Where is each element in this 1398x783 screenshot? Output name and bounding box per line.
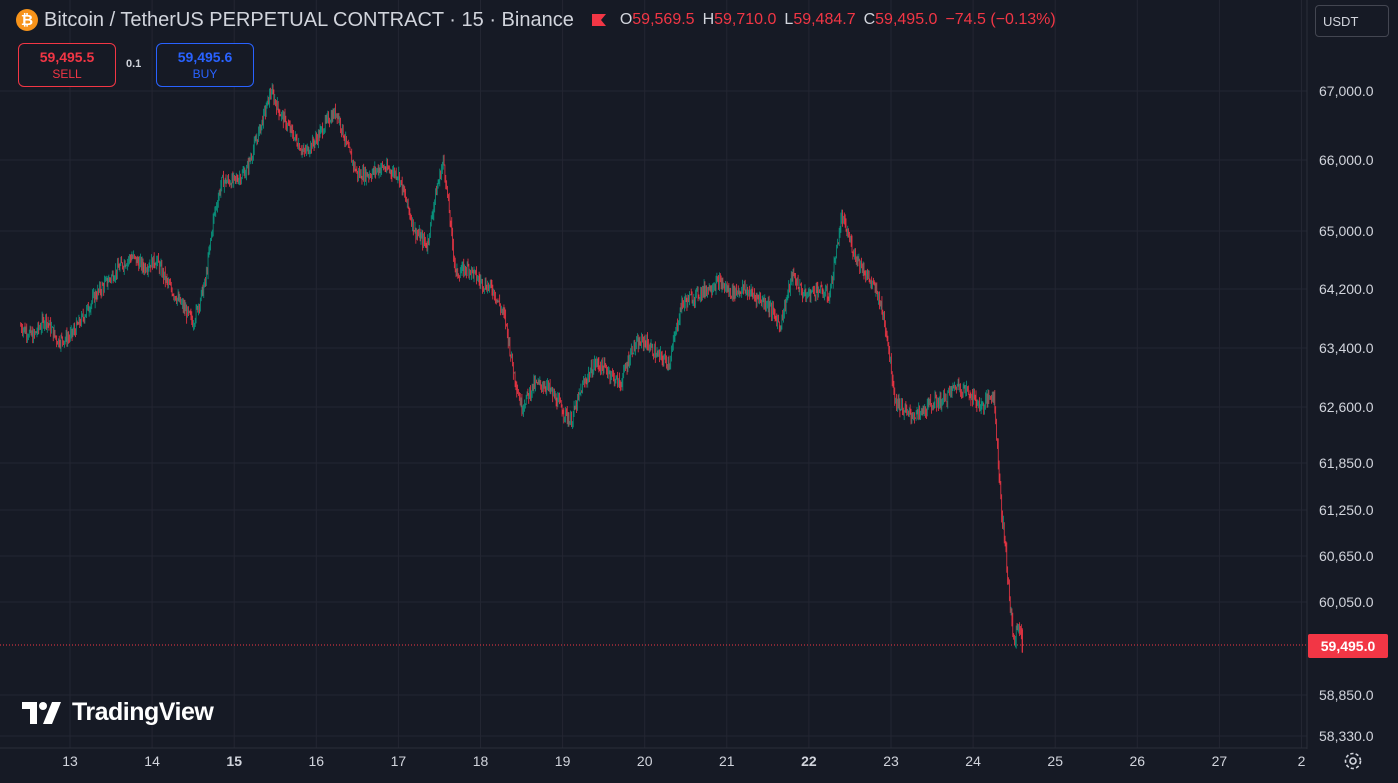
sell-button[interactable]: 59,495.5 SELL — [18, 43, 116, 87]
ohlc-high: H59,710.0 — [702, 11, 777, 28]
price-tick-label: 58,330.0 — [1319, 728, 1374, 744]
current-price-label: 59,495.0 — [1308, 634, 1388, 658]
symbol-header: ₿ Bitcoin / TetherUS PERPETUAL CONTRACT … — [16, 6, 1056, 34]
time-tick-label: 14 — [144, 753, 160, 769]
time-tick-label: 26 — [1130, 753, 1146, 769]
price-tick-label: 67,000.0 — [1319, 83, 1374, 99]
ohlc-values: O59,569.5 H59,710.0 L59,484.7 C59,495.0 … — [620, 11, 1056, 29]
price-tick-label: 64,200.0 — [1319, 281, 1374, 297]
price-tick-label: 61,850.0 — [1319, 455, 1374, 471]
ohlc-change: −74.5 (−0.13%) — [945, 11, 1056, 28]
tradingview-logo-text: TradingView — [72, 698, 214, 726]
price-tick-label: 62,600.0 — [1319, 399, 1374, 415]
time-tick-label: 15 — [226, 753, 242, 769]
currency-unit-selector[interactable]: USDT — [1315, 5, 1389, 37]
grid-lines — [0, 0, 1307, 748]
order-quantity[interactable]: 0.1 — [126, 58, 142, 70]
gear-icon[interactable] — [1342, 750, 1364, 772]
symbol-title[interactable]: Bitcoin / TetherUS PERPETUAL CONTRACT · … — [44, 8, 574, 31]
time-tick-label: 21 — [719, 753, 735, 769]
time-tick-label: 24 — [965, 753, 981, 769]
flag-icon[interactable] — [591, 14, 606, 26]
sell-price: 59,495.5 — [39, 49, 95, 65]
bitcoin-icon: ₿ — [16, 9, 38, 31]
buy-label: BUY — [192, 67, 218, 81]
currency-unit-label: USDT — [1323, 13, 1359, 29]
time-tick-label: 2 — [1298, 753, 1306, 769]
ohlc-open: O59,569.5 — [619, 11, 695, 28]
time-tick-label: 22 — [801, 753, 817, 769]
price-tick-label: 66,000.0 — [1319, 152, 1374, 168]
time-tick-label: 19 — [555, 753, 571, 769]
time-tick-label: 16 — [309, 753, 325, 769]
time-tick-label: 18 — [473, 753, 489, 769]
tradingview-logo[interactable]: TradingView — [22, 698, 214, 727]
time-tick-label: 13 — [62, 753, 78, 769]
price-axis[interactable]: 67,000.0 66,000.0 65,000.0 64,200.0 63,400.0… — [1319, 83, 1374, 744]
candlesticks — [20, 83, 1023, 653]
time-tick-label: 27 — [1212, 753, 1228, 769]
time-axis[interactable]: 13 14 15 16 17 18 19 20 21 22 23 24 25 26 27 2 — [62, 753, 1305, 769]
time-tick-label: 23 — [883, 753, 899, 769]
time-tick-label: 20 — [637, 753, 653, 769]
price-tick-label: 63,400.0 — [1319, 340, 1374, 356]
price-tick-label: 60,650.0 — [1319, 548, 1374, 564]
time-tick-label: 17 — [391, 753, 407, 769]
buy-price: 59,495.6 — [177, 49, 233, 65]
time-tick-label: 25 — [1047, 753, 1063, 769]
tradingview-logo-icon — [22, 701, 61, 724]
ohlc-low: L59,484.7 — [784, 11, 856, 28]
price-tick-label: 58,850.0 — [1319, 687, 1374, 703]
price-tick-label: 65,000.0 — [1319, 223, 1374, 239]
price-tick-label: 60,050.0 — [1319, 594, 1374, 610]
ohlc-close: C59,495.0 — [863, 11, 938, 28]
buy-button[interactable]: 59,495.6 BUY — [156, 43, 254, 87]
sell-label: SELL — [52, 67, 82, 81]
price-tick-label: 61,250.0 — [1319, 502, 1374, 518]
